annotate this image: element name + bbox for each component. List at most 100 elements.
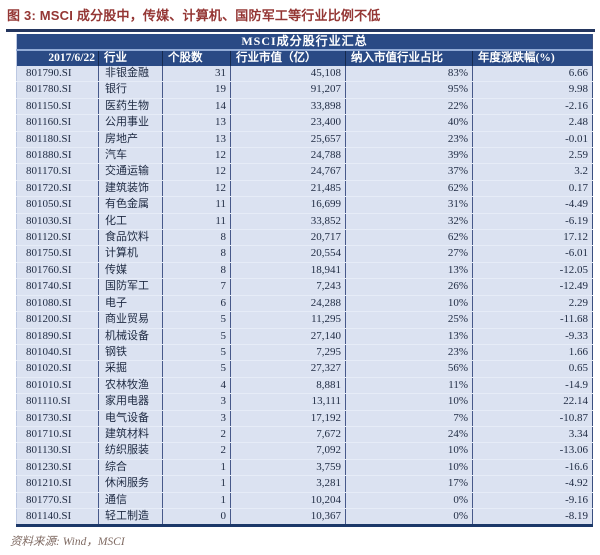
cell-stock-count: 1 <box>162 459 231 477</box>
cell-stock-count: 3 <box>162 410 231 427</box>
cell-market-cap: 3,759 <box>230 459 346 477</box>
cell-industry: 通信 <box>98 492 163 509</box>
cell-code: 801770.SI <box>16 492 99 509</box>
table-head: MSCI成分股行业汇总 2017/6/22 行业 个股数 行业市值（亿） 纳入市… <box>16 34 593 66</box>
cell-annual-change: -6.01 <box>472 245 593 263</box>
cell-code: 801150.SI <box>16 98 99 116</box>
cell-code: 801030.SI <box>16 213 99 231</box>
cell-weight: 10% <box>345 442 473 460</box>
cell-industry: 轻工制造 <box>98 508 163 527</box>
cell-code: 801160.SI <box>16 114 99 132</box>
cell-market-cap: 11,295 <box>230 311 346 329</box>
cell-weight: 83% <box>345 66 473 83</box>
cell-industry: 银行 <box>98 81 163 99</box>
cell-weight: 37% <box>345 163 473 181</box>
cell-market-cap: 91,207 <box>230 81 346 99</box>
cell-market-cap: 25,657 <box>230 131 346 149</box>
cell-weight: 23% <box>345 131 473 149</box>
msci-industry-table: MSCI成分股行业汇总 2017/6/22 行业 个股数 行业市值（亿） 纳入市… <box>16 34 594 528</box>
cell-annual-change: -12.49 <box>472 278 593 296</box>
cell-industry: 医药生物 <box>98 98 163 116</box>
col-header-weight: 纳入市值行业占比 <box>345 50 473 66</box>
cell-code: 801210.SI <box>16 475 99 493</box>
cell-annual-change: -12.05 <box>472 262 593 280</box>
cell-market-cap: 27,327 <box>230 360 346 378</box>
cell-weight: 0% <box>345 492 473 509</box>
cell-industry: 建筑装饰 <box>98 180 163 198</box>
table-row: 801150.SI 医药生物 14 33,898 22% -2.16 <box>16 98 593 116</box>
cell-market-cap: 21,485 <box>230 180 346 198</box>
caption-divider <box>6 29 595 32</box>
cell-annual-change: 2.29 <box>472 295 593 313</box>
cell-stock-count: 0 <box>162 508 231 527</box>
cell-stock-count: 7 <box>162 278 231 296</box>
cell-market-cap: 13,111 <box>230 393 346 411</box>
cell-annual-change: 17.12 <box>472 229 593 247</box>
cell-industry: 国防军工 <box>98 278 163 296</box>
table-row: 801780.SI 银行 19 91,207 95% 9.98 <box>16 81 593 99</box>
cell-market-cap: 45,108 <box>230 66 346 83</box>
cell-stock-count: 8 <box>162 245 231 263</box>
cell-stock-count: 3 <box>162 393 231 411</box>
cell-industry: 商业贸易 <box>98 311 163 329</box>
cell-industry: 电气设备 <box>98 410 163 427</box>
cell-weight: 32% <box>345 213 473 231</box>
cell-stock-count: 5 <box>162 360 231 378</box>
cell-stock-count: 2 <box>162 442 231 460</box>
cell-market-cap: 23,400 <box>230 114 346 132</box>
cell-stock-count: 8 <box>162 229 231 247</box>
cell-industry: 钢铁 <box>98 344 163 362</box>
cell-industry: 化工 <box>98 213 163 231</box>
table-row: 801080.SI 电子 6 24,288 10% 2.29 <box>16 295 593 313</box>
cell-market-cap: 18,941 <box>230 262 346 280</box>
table-row: 801770.SI 通信 1 10,204 0% -9.16 <box>16 492 593 509</box>
cell-weight: 11% <box>345 377 473 395</box>
cell-code: 801730.SI <box>16 410 99 427</box>
cell-industry: 汽车 <box>98 147 163 165</box>
cell-annual-change: 3.34 <box>472 426 593 444</box>
cell-stock-count: 4 <box>162 377 231 395</box>
cell-industry: 建筑材料 <box>98 426 163 444</box>
cell-code: 801780.SI <box>16 81 99 99</box>
cell-market-cap: 33,898 <box>230 98 346 116</box>
cell-annual-change: -10.87 <box>472 410 593 427</box>
cell-annual-change: 22.14 <box>472 393 593 411</box>
table-row: 801230.SI 综合 1 3,759 10% -16.6 <box>16 459 593 477</box>
cell-code: 801200.SI <box>16 311 99 329</box>
cell-weight: 10% <box>345 459 473 477</box>
cell-market-cap: 24,767 <box>230 163 346 181</box>
cell-weight: 24% <box>345 426 473 444</box>
table-row: 801020.SI 采掘 5 27,327 56% 0.65 <box>16 360 593 378</box>
cell-annual-change: -14.9 <box>472 377 593 395</box>
cell-industry: 交通运输 <box>98 163 163 181</box>
cell-code: 801720.SI <box>16 180 99 198</box>
cell-code: 801760.SI <box>16 262 99 280</box>
cell-stock-count: 11 <box>162 196 231 214</box>
cell-code: 801230.SI <box>16 459 99 477</box>
cell-code: 801020.SI <box>16 360 99 378</box>
cell-weight: 26% <box>345 278 473 296</box>
table-row: 801760.SI 传媒 8 18,941 13% -12.05 <box>16 262 593 280</box>
table-row: 801170.SI 交通运输 12 24,767 37% 3.2 <box>16 163 593 181</box>
cell-market-cap: 3,281 <box>230 475 346 493</box>
table-row: 801140.SI 轻工制造 0 10,367 0% -8.19 <box>16 508 593 527</box>
col-header-stock-count: 个股数 <box>162 50 231 66</box>
col-header-industry: 行业 <box>98 50 163 66</box>
table-row: 801040.SI 钢铁 5 7,295 23% 1.66 <box>16 344 593 362</box>
cell-code: 801750.SI <box>16 245 99 263</box>
cell-stock-count: 1 <box>162 475 231 493</box>
cell-market-cap: 17,192 <box>230 410 346 427</box>
cell-market-cap: 27,140 <box>230 328 346 345</box>
cell-stock-count: 12 <box>162 163 231 181</box>
cell-stock-count: 5 <box>162 311 231 329</box>
cell-weight: 27% <box>345 245 473 263</box>
cell-industry: 纺织服装 <box>98 442 163 460</box>
table-body: 801790.SI 非银金融 31 45,108 83% 6.66 801780.SI 银行 1… <box>16 66 593 527</box>
cell-weight: 7% <box>345 410 473 427</box>
cell-industry: 农林牧渔 <box>98 377 163 395</box>
cell-industry: 有色金属 <box>98 196 163 214</box>
cell-weight: 25% <box>345 311 473 329</box>
cell-stock-count: 5 <box>162 344 231 362</box>
table-row: 801730.SI 电气设备 3 17,192 7% -10.87 <box>16 410 593 427</box>
table-title: MSCI成分股行业汇总 <box>16 34 593 51</box>
